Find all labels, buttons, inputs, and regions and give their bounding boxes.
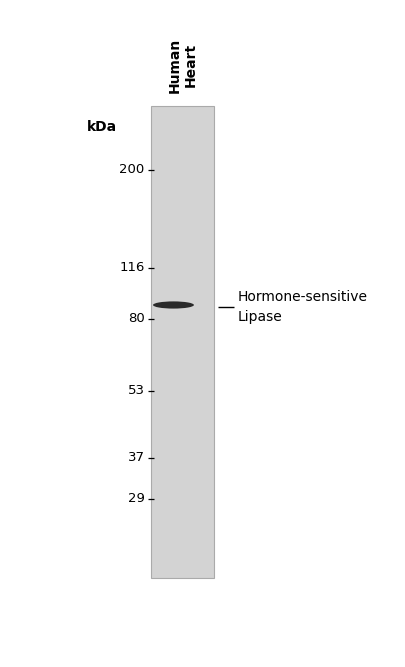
- Text: 116: 116: [119, 261, 144, 274]
- Text: 200: 200: [119, 163, 144, 176]
- Text: 53: 53: [127, 384, 144, 398]
- Text: 80: 80: [128, 312, 144, 325]
- Text: kDa: kDa: [87, 120, 117, 134]
- Text: 37: 37: [127, 451, 144, 464]
- Bar: [151, 106, 214, 578]
- Ellipse shape: [153, 301, 194, 309]
- Text: Human
Heart: Human Heart: [167, 37, 198, 93]
- Text: Hormone-sensitive
Lipase: Hormone-sensitive Lipase: [237, 290, 367, 323]
- Text: 29: 29: [127, 492, 144, 505]
